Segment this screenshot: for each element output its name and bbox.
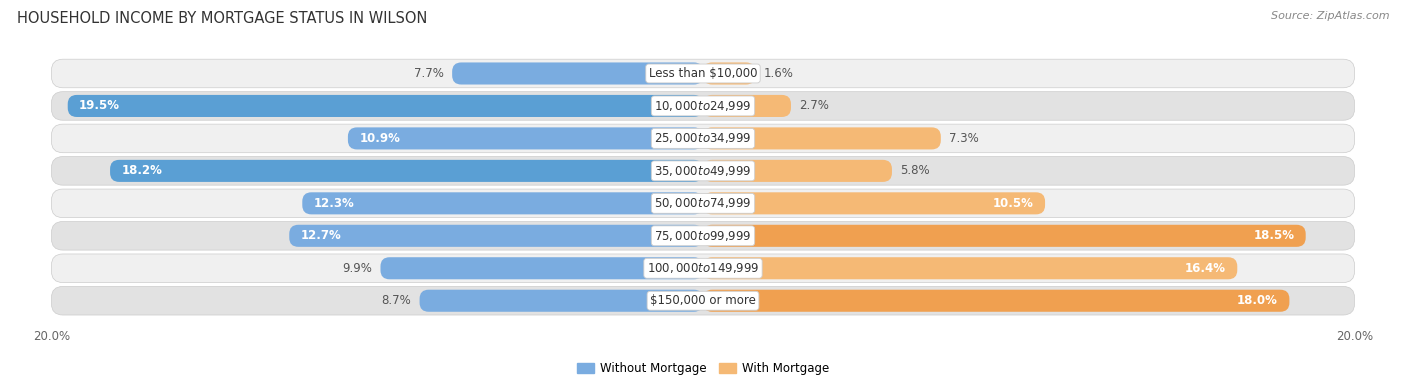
Text: 2.7%: 2.7% bbox=[799, 99, 830, 112]
FancyBboxPatch shape bbox=[703, 62, 755, 85]
FancyBboxPatch shape bbox=[67, 95, 703, 117]
Text: Source: ZipAtlas.com: Source: ZipAtlas.com bbox=[1271, 11, 1389, 21]
FancyBboxPatch shape bbox=[703, 257, 1237, 279]
Text: Less than $10,000: Less than $10,000 bbox=[648, 67, 758, 80]
Text: $50,000 to $74,999: $50,000 to $74,999 bbox=[654, 196, 752, 210]
Text: 12.7%: 12.7% bbox=[301, 229, 342, 242]
Text: 7.7%: 7.7% bbox=[415, 67, 444, 80]
FancyBboxPatch shape bbox=[52, 254, 1354, 282]
Text: 19.5%: 19.5% bbox=[79, 99, 120, 112]
Text: 10.5%: 10.5% bbox=[993, 197, 1033, 210]
Text: 16.4%: 16.4% bbox=[1185, 262, 1226, 275]
Text: $75,000 to $99,999: $75,000 to $99,999 bbox=[654, 229, 752, 243]
Text: 18.2%: 18.2% bbox=[121, 164, 162, 177]
FancyBboxPatch shape bbox=[52, 287, 1354, 315]
FancyBboxPatch shape bbox=[52, 92, 1354, 120]
FancyBboxPatch shape bbox=[703, 290, 1289, 312]
Text: $35,000 to $49,999: $35,000 to $49,999 bbox=[654, 164, 752, 178]
Text: 10.9%: 10.9% bbox=[360, 132, 401, 145]
FancyBboxPatch shape bbox=[52, 124, 1354, 153]
Text: $150,000 or more: $150,000 or more bbox=[650, 294, 756, 307]
Text: 12.3%: 12.3% bbox=[314, 197, 354, 210]
FancyBboxPatch shape bbox=[52, 189, 1354, 218]
Legend: Without Mortgage, With Mortgage: Without Mortgage, With Mortgage bbox=[572, 358, 834, 378]
FancyBboxPatch shape bbox=[52, 59, 1354, 88]
Text: $25,000 to $34,999: $25,000 to $34,999 bbox=[654, 132, 752, 146]
Text: $100,000 to $149,999: $100,000 to $149,999 bbox=[647, 261, 759, 275]
FancyBboxPatch shape bbox=[290, 225, 703, 247]
Text: 8.7%: 8.7% bbox=[381, 294, 412, 307]
Text: 18.5%: 18.5% bbox=[1253, 229, 1295, 242]
FancyBboxPatch shape bbox=[302, 192, 703, 214]
FancyBboxPatch shape bbox=[703, 95, 792, 117]
Text: $10,000 to $24,999: $10,000 to $24,999 bbox=[654, 99, 752, 113]
FancyBboxPatch shape bbox=[453, 62, 703, 85]
Text: 1.6%: 1.6% bbox=[763, 67, 793, 80]
Text: 9.9%: 9.9% bbox=[343, 262, 373, 275]
Text: 18.0%: 18.0% bbox=[1237, 294, 1278, 307]
FancyBboxPatch shape bbox=[347, 127, 703, 149]
Text: 7.3%: 7.3% bbox=[949, 132, 979, 145]
FancyBboxPatch shape bbox=[703, 160, 891, 182]
Text: HOUSEHOLD INCOME BY MORTGAGE STATUS IN WILSON: HOUSEHOLD INCOME BY MORTGAGE STATUS IN W… bbox=[17, 11, 427, 26]
FancyBboxPatch shape bbox=[52, 156, 1354, 185]
FancyBboxPatch shape bbox=[110, 160, 703, 182]
FancyBboxPatch shape bbox=[703, 192, 1045, 214]
FancyBboxPatch shape bbox=[419, 290, 703, 312]
Text: 5.8%: 5.8% bbox=[900, 164, 929, 177]
FancyBboxPatch shape bbox=[703, 127, 941, 149]
FancyBboxPatch shape bbox=[703, 225, 1306, 247]
FancyBboxPatch shape bbox=[381, 257, 703, 279]
FancyBboxPatch shape bbox=[52, 222, 1354, 250]
